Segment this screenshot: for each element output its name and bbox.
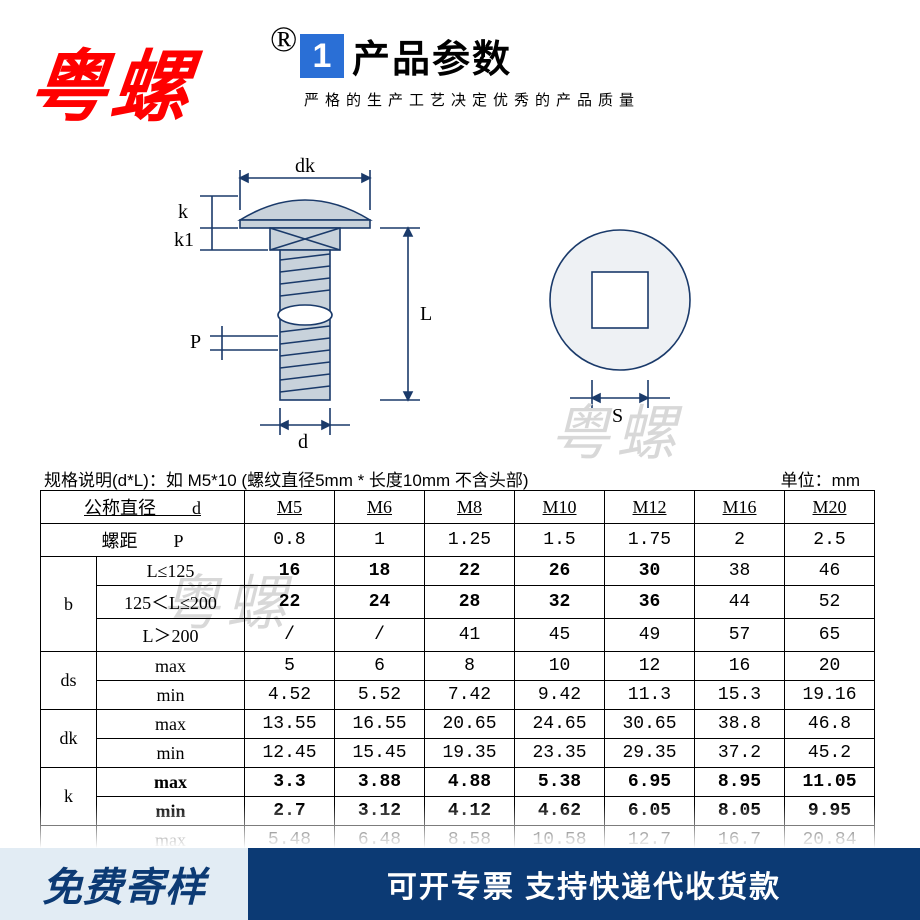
footer-left: 免费寄样 xyxy=(0,848,248,920)
label-P: P xyxy=(190,331,201,353)
header: 1产品参数 严格的生产工艺决定优秀的产品质量 xyxy=(300,28,640,110)
label-k: k xyxy=(178,201,188,223)
unit-note: 单位：mm xyxy=(781,466,860,491)
spec-table: 公称直径 dM5M6M8M10M12M16M20螺距 P0.811.251.51… xyxy=(40,490,875,855)
label-dk: dk xyxy=(295,155,315,177)
footer: 免费寄样 可开专票 支持快递代收货款 xyxy=(0,848,920,920)
header-icon: 1 xyxy=(300,34,344,78)
label-k1: k1 xyxy=(174,229,194,251)
product-diagram: dk k k1 P L d S xyxy=(150,150,800,450)
page-subtitle: 严格的生产工艺决定优秀的产品质量 xyxy=(304,89,640,110)
label-L: L xyxy=(420,303,432,325)
page-title: 产品参数 xyxy=(352,39,512,81)
spec-note: 规格说明(d*L)：如 M5*10 (螺纹直径5mm * 长度10mm 不含头部… xyxy=(44,466,529,491)
brand-logo: 粤螺 xyxy=(24,25,200,137)
label-S: S xyxy=(612,405,623,427)
label-d: d xyxy=(298,431,308,450)
footer-right: 可开专票 支持快递代收货款 xyxy=(248,848,920,920)
registered-icon: ® xyxy=(270,18,297,60)
